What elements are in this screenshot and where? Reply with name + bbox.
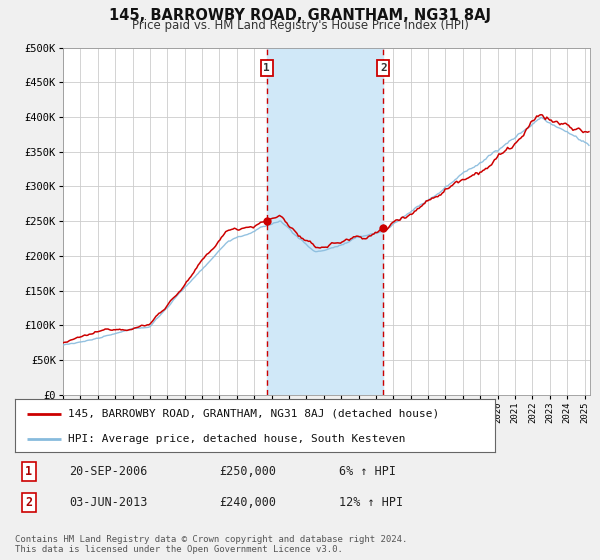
Text: £240,000: £240,000 — [219, 496, 276, 509]
Text: 2: 2 — [380, 63, 386, 73]
Text: Contains HM Land Registry data © Crown copyright and database right 2024.
This d: Contains HM Land Registry data © Crown c… — [15, 535, 407, 554]
Text: £250,000: £250,000 — [219, 465, 276, 478]
Text: 145, BARROWBY ROAD, GRANTHAM, NG31 8AJ (detached house): 145, BARROWBY ROAD, GRANTHAM, NG31 8AJ (… — [68, 409, 439, 419]
Text: 2: 2 — [25, 496, 32, 509]
Text: 12% ↑ HPI: 12% ↑ HPI — [339, 496, 403, 509]
Text: 1: 1 — [263, 63, 270, 73]
Text: Price paid vs. HM Land Registry's House Price Index (HPI): Price paid vs. HM Land Registry's House … — [131, 19, 469, 32]
Text: 03-JUN-2013: 03-JUN-2013 — [69, 496, 148, 509]
Text: 6% ↑ HPI: 6% ↑ HPI — [339, 465, 396, 478]
Text: 20-SEP-2006: 20-SEP-2006 — [69, 465, 148, 478]
Text: 145, BARROWBY ROAD, GRANTHAM, NG31 8AJ: 145, BARROWBY ROAD, GRANTHAM, NG31 8AJ — [109, 8, 491, 24]
Text: HPI: Average price, detached house, South Kesteven: HPI: Average price, detached house, Sout… — [68, 433, 406, 444]
Bar — [267, 48, 383, 395]
Text: 1: 1 — [25, 465, 32, 478]
